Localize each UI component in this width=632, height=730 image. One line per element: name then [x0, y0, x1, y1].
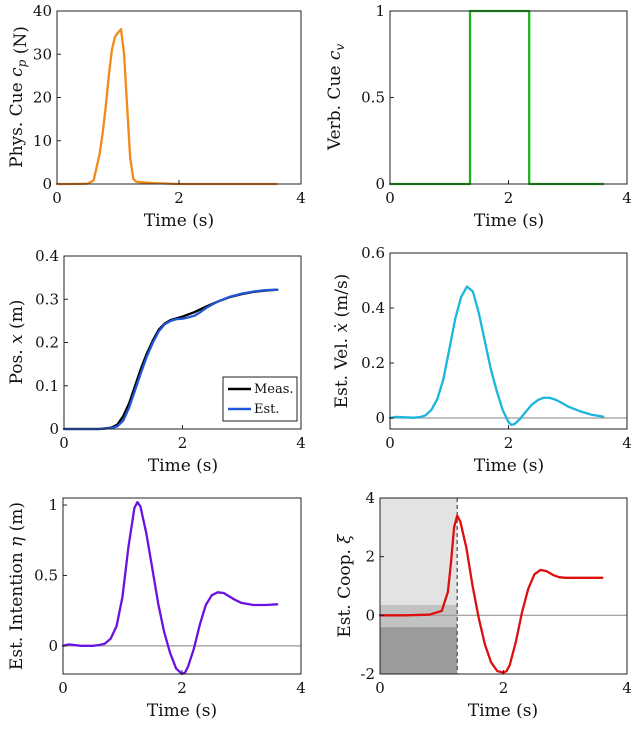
x-tick-label: 0 — [58, 679, 68, 697]
x-tick-label: 4 — [296, 189, 306, 207]
x-tick-label: 0 — [52, 189, 62, 207]
y-tick-label: 0 — [42, 175, 52, 193]
x-tick-label: 2 — [499, 679, 509, 697]
x-tick-label: 2 — [504, 189, 514, 207]
x-axis-label: Time (s) — [147, 701, 217, 721]
y-tick-label: 0 — [365, 606, 375, 624]
y-tick-label: -2 — [360, 665, 375, 683]
plot-frame — [62, 497, 302, 675]
x-tick-label: 2 — [504, 434, 514, 452]
x-axis-label: Time (s) — [144, 211, 214, 231]
x-tick-label: 0 — [385, 434, 395, 452]
x-tick-label: 0 — [59, 434, 69, 452]
x-tick-label: 4 — [622, 189, 632, 207]
x-tick-label: 4 — [622, 434, 632, 452]
x-tick-label: 4 — [296, 434, 306, 452]
x-tick-label: 0 — [385, 189, 395, 207]
x-tick-label: 2 — [178, 434, 188, 452]
y-tick-label: 1 — [375, 2, 385, 20]
y-tick-label: 0.6 — [361, 244, 385, 262]
y-axis-label: Est. Vel. ẋ (m/s) — [332, 274, 352, 409]
x-axis-label: Time (s) — [468, 701, 538, 721]
legend-label-est: Est. — [254, 402, 280, 417]
x-tick-label: 4 — [296, 679, 306, 697]
series-line-1 — [61, 501, 279, 676]
y-tick-label: 2 — [365, 548, 375, 566]
y-tick-label: 10 — [33, 132, 52, 150]
y-axis-label: Verb. Cue cv — [325, 44, 347, 152]
panel-intention: 0 2 4 0 0.5 1 Time (s) Est. Intention η (m) — [7, 496, 306, 721]
plot-frame — [63, 255, 302, 430]
panel-velocity: 0 2 4 0 0.2 0.4 0.6 Time (s) Est. Vel. ẋ (m/s) — [332, 244, 632, 476]
plot-frame — [389, 252, 628, 430]
y-tick-label: 0.5 — [361, 89, 385, 107]
x-tick-label: 2 — [177, 679, 187, 697]
y-tick-label: 0.3 — [35, 290, 59, 308]
x-tick-label: 4 — [622, 679, 632, 697]
y-tick-label: 4 — [365, 489, 375, 507]
y-tick-label: 1 — [48, 496, 58, 514]
y-tick-label: 0 — [375, 409, 385, 427]
series-line-1 — [55, 28, 278, 186]
legend-label-meas: Meas. — [254, 382, 294, 397]
x-axis-label: Time (s) — [474, 456, 544, 476]
y-tick-label: 20 — [33, 89, 52, 107]
y-tick-label: 0 — [49, 420, 59, 438]
series-line-1 — [388, 285, 605, 427]
shaded-region-3 — [380, 627, 458, 674]
series-line-est — [62, 288, 279, 431]
series-line-1 — [388, 9, 605, 186]
y-axis-label: Est. Intention η (m) — [7, 502, 27, 670]
x-axis-label: Time (s) — [148, 456, 218, 476]
y-tick-label: 0.5 — [34, 566, 58, 584]
plot-frame — [379, 497, 628, 675]
y-tick-label: 0.2 — [361, 354, 385, 372]
x-tick-label: 2 — [174, 189, 184, 207]
legend: Meas. Est. — [222, 376, 298, 422]
y-axis-label: Est. Coop. ξ — [335, 533, 355, 638]
plot-frame — [56, 10, 302, 185]
y-axis-label: Pos. x (m) — [7, 300, 27, 385]
panel-verb-cue: 0 2 4 0 0.5 1 Time (s) Verb. Cue cv — [325, 2, 632, 231]
y-tick-label: 0.1 — [35, 377, 59, 395]
y-tick-label: 0.4 — [35, 247, 59, 265]
plot-frame — [389, 10, 628, 185]
y-tick-label: 30 — [33, 45, 52, 63]
y-tick-label: 0 — [48, 637, 58, 655]
x-axis-label: Time (s) — [474, 211, 544, 231]
panel-position: 0 2 4 0 0.1 0.2 0.3 0.4 Time (s) Pos. x (m) Mea… — [7, 247, 306, 476]
y-axis-label: Phys. Cue cp (N) — [7, 26, 31, 168]
x-tick-label: 0 — [375, 679, 385, 697]
y-tick-label: 0.2 — [35, 334, 59, 352]
y-tick-label: 40 — [33, 2, 52, 20]
series-line-1 — [378, 514, 604, 674]
shaded-region-1 — [380, 498, 458, 616]
y-tick-label: 0.4 — [361, 299, 385, 317]
y-tick-label: 0 — [375, 175, 385, 193]
